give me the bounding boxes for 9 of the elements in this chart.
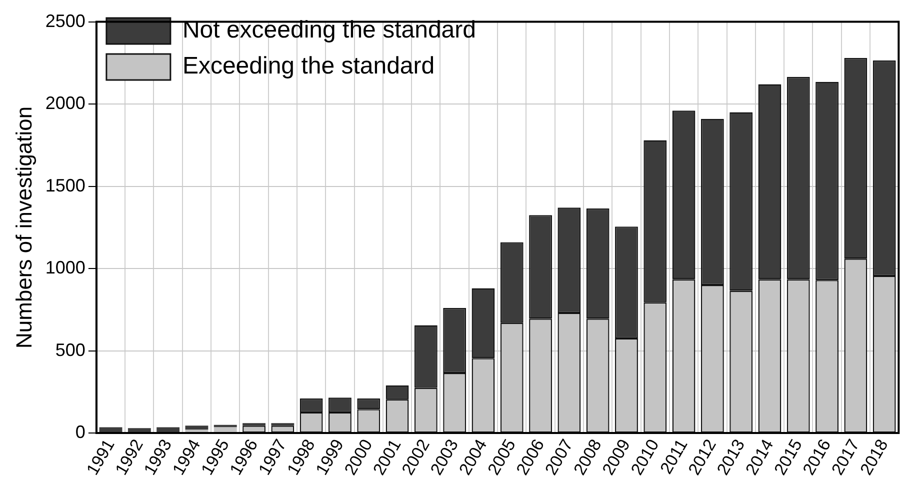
y-axis-title: Numbers of investigation [11, 106, 36, 348]
y-tick-label: 1500 [45, 175, 86, 196]
y-tick-label: 2500 [45, 10, 86, 31]
y-tick-label: 500 [55, 340, 86, 360]
y-tick-label: 0 [75, 422, 86, 442]
legend-label: Exceeding the standard [182, 52, 435, 80]
legend-label: Not exceeding the standard [182, 16, 476, 44]
y-tick-label: 2000 [45, 93, 86, 114]
y-tick-label: 1000 [45, 258, 86, 278]
